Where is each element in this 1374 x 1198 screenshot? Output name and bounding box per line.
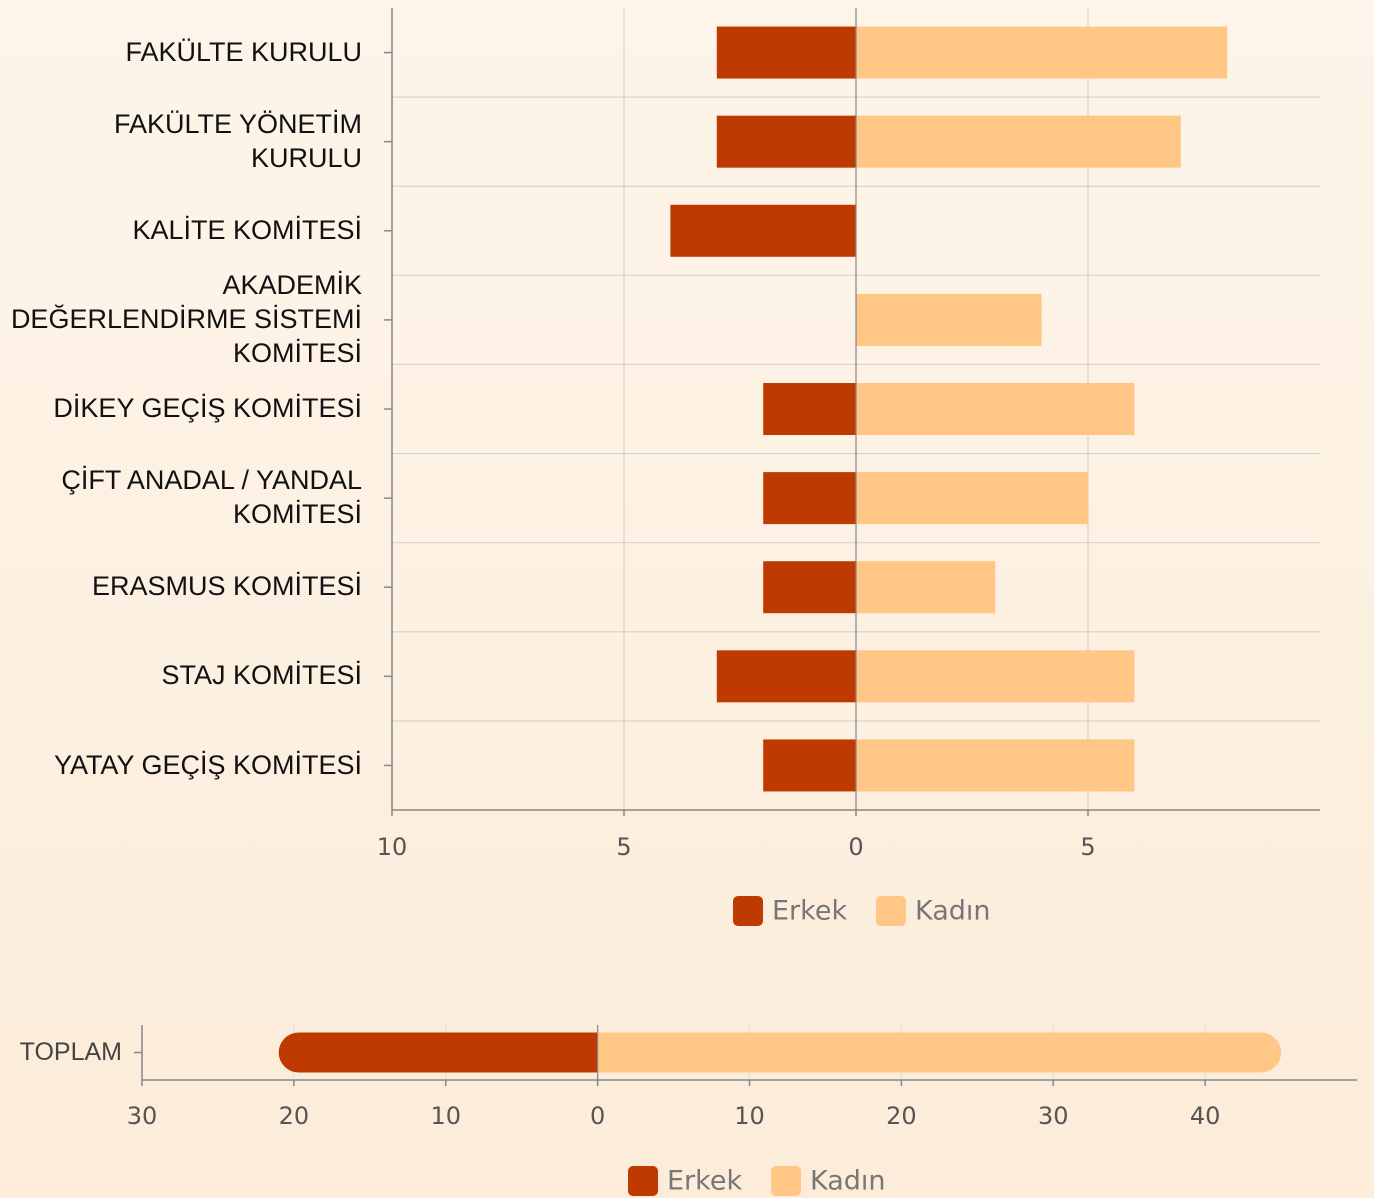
x-tick-label: 0 — [848, 833, 863, 861]
bar — [856, 561, 996, 614]
x-tick-label: 5 — [1080, 833, 1095, 861]
bar — [856, 383, 1135, 435]
x-tick-label: 30 — [1038, 1102, 1069, 1130]
legend-swatch — [876, 896, 906, 926]
category-label: FAKÜLTE YÖNETİM KURULU — [113, 108, 362, 173]
bar — [856, 739, 1135, 792]
category-label: TOPLAM — [19, 1037, 122, 1066]
x-tick-label: 5 — [616, 833, 631, 861]
category-label: YATAY GEÇİŞ KOMİTESİ — [53, 749, 362, 780]
bar — [763, 561, 856, 614]
legend-label: Erkek — [772, 896, 847, 927]
bar — [856, 650, 1135, 703]
x-tick-label: 0 — [590, 1102, 605, 1130]
bar — [716, 650, 856, 703]
category-label: ÇİFT ANADAL / YANDAL KOMİTESİ — [61, 465, 362, 530]
legend-label: Kadın — [915, 896, 991, 927]
bar — [670, 204, 856, 257]
legend-label: Erkek — [667, 1166, 742, 1197]
bar — [716, 26, 856, 79]
category-label: STAJ KOMİTESİ — [161, 660, 362, 691]
bar — [856, 293, 1042, 346]
x-tick-label: 30 — [127, 1102, 158, 1130]
x-tick-label: 40 — [1190, 1102, 1221, 1130]
x-tick-label: 10 — [430, 1102, 461, 1130]
category-label: DİKEY GEÇİŞ KOMİTESİ — [53, 393, 362, 424]
category-label: ERASMUS KOMİTESİ — [91, 571, 362, 602]
bar — [856, 26, 1228, 79]
x-tick-label: 20 — [886, 1102, 917, 1130]
category-label: AKADEMİK DEĞERLENDİRME SİSTEMİ KOMİTESİ — [10, 270, 362, 368]
category-label: KALİTE KOMİTESİ — [132, 214, 362, 245]
bar — [763, 739, 856, 792]
bar — [856, 115, 1181, 168]
bar — [763, 383, 856, 435]
bar — [278, 1032, 598, 1073]
bar — [597, 1032, 1282, 1073]
legend-label: Kadın — [810, 1166, 886, 1197]
bar — [716, 115, 856, 168]
category-label: FAKÜLTE KURULU — [125, 36, 362, 67]
bar — [856, 472, 1088, 525]
legend-swatch — [733, 896, 763, 926]
x-tick-label: 10 — [734, 1102, 765, 1130]
bar — [763, 472, 856, 525]
x-tick-label: 10 — [377, 833, 408, 861]
legend-swatch — [628, 1166, 658, 1196]
legend-swatch — [771, 1166, 801, 1196]
x-tick-label: 20 — [279, 1102, 310, 1130]
